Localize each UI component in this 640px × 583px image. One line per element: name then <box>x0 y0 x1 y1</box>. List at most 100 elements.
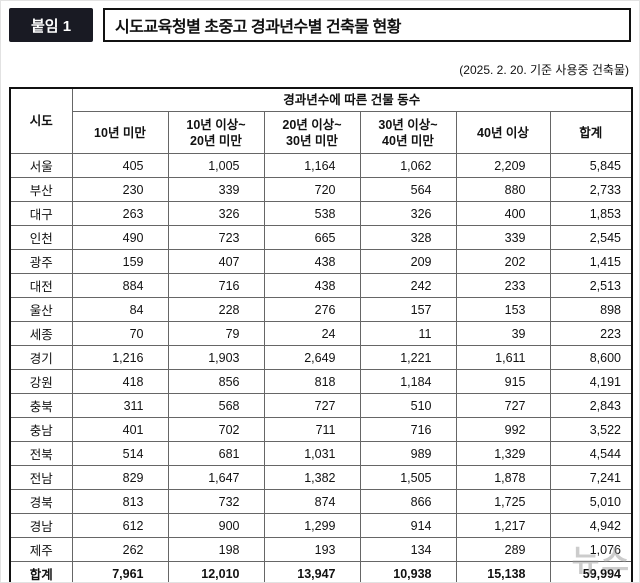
value-cell: 311 <box>71 393 169 419</box>
value-cell: 223 <box>549 321 633 347</box>
value-cell: 989 <box>359 441 457 467</box>
value-cell: 723 <box>167 225 265 251</box>
value-cell: 866 <box>359 489 457 515</box>
value-cell: 159 <box>71 249 169 275</box>
table-row: 경북 813 732 874 866 1,725 5,010 <box>9 489 633 515</box>
table-row: 부산 230 339 720 564 880 2,733 <box>9 177 633 203</box>
region-cell: 대전 <box>9 273 73 299</box>
value-cell: 1,005 <box>167 153 265 179</box>
value-cell: 2,209 <box>455 153 551 179</box>
table-body: 서울 405 1,005 1,164 1,062 2,209 5,845 부산 230 339 72… <box>9 153 633 582</box>
buildings-table: 시도 경과년수에 따른 건물 동수 10년 미만 10년 이상~ 20년 미만 … <box>9 87 633 582</box>
value-cell: 134 <box>359 537 457 563</box>
value-cell: 10,938 <box>359 561 457 582</box>
total-row: 합계 7,961 12,010 13,947 10,938 15,138 59,994 <box>9 561 633 582</box>
value-cell: 3,522 <box>549 417 633 443</box>
value-cell: 1,031 <box>263 441 361 467</box>
value-cell: 418 <box>71 369 169 395</box>
value-cell: 12,010 <box>167 561 265 582</box>
value-cell: 84 <box>71 297 169 323</box>
value-cell: 228 <box>167 297 265 323</box>
value-cell: 813 <box>71 489 169 515</box>
table-row: 강원 418 856 818 1,184 915 4,191 <box>9 369 633 395</box>
value-cell: 874 <box>263 489 361 515</box>
value-cell: 5,010 <box>549 489 633 515</box>
region-cell: 세종 <box>9 321 73 347</box>
value-cell: 1,903 <box>167 345 265 371</box>
table-row: 울산 84 228 276 157 153 898 <box>9 297 633 323</box>
value-cell: 39 <box>455 321 551 347</box>
value-cell: 716 <box>167 273 265 299</box>
region-cell: 전북 <box>9 441 73 467</box>
value-cell: 732 <box>167 489 265 515</box>
column-header: 40년 이상 <box>455 111 551 155</box>
value-cell: 1,878 <box>455 465 551 491</box>
table-row: 경기 1,216 1,903 2,649 1,221 1,611 8,600 <box>9 345 633 371</box>
value-cell: 407 <box>167 249 265 275</box>
region-cell: 충북 <box>9 393 73 419</box>
value-cell: 328 <box>359 225 457 251</box>
value-cell: 1,505 <box>359 465 457 491</box>
value-cell: 1,853 <box>549 201 633 227</box>
value-cell: 15,138 <box>455 561 551 582</box>
region-cell: 대구 <box>9 201 73 227</box>
value-cell: 612 <box>71 513 169 539</box>
value-cell: 727 <box>263 393 361 419</box>
value-cell: 720 <box>263 177 361 203</box>
value-cell: 1,725 <box>455 489 551 515</box>
value-cell: 4,942 <box>549 513 633 539</box>
value-cell: 716 <box>359 417 457 443</box>
value-cell: 884 <box>71 273 169 299</box>
value-cell: 438 <box>263 249 361 275</box>
value-cell: 702 <box>167 417 265 443</box>
value-cell: 538 <box>263 201 361 227</box>
value-cell: 339 <box>455 225 551 251</box>
value-cell: 898 <box>549 297 633 323</box>
attachment-badge: 붙임 1 <box>9 8 93 42</box>
value-cell: 2,733 <box>549 177 633 203</box>
column-header: 10년 미만 <box>71 111 169 155</box>
table-row: 대구 263 326 538 326 400 1,853 <box>9 201 633 227</box>
value-cell: 829 <box>71 465 169 491</box>
value-cell: 1,647 <box>167 465 265 491</box>
value-cell: 900 <box>167 513 265 539</box>
value-cell: 490 <box>71 225 169 251</box>
column-header: 20년 이상~ 30년 미만 <box>263 111 361 155</box>
table-row: 전남 829 1,647 1,382 1,505 1,878 7,241 <box>9 465 633 491</box>
table-row: 서울 405 1,005 1,164 1,062 2,209 5,845 <box>9 153 633 179</box>
value-cell: 198 <box>167 537 265 563</box>
value-cell: 79 <box>167 321 265 347</box>
value-cell: 233 <box>455 273 551 299</box>
value-cell: 564 <box>359 177 457 203</box>
value-cell: 202 <box>455 249 551 275</box>
table-row: 대전 884 716 438 242 233 2,513 <box>9 273 633 299</box>
group-header: 경과년수에 따른 건물 동수 <box>71 87 633 113</box>
value-cell: 992 <box>455 417 551 443</box>
value-cell: 276 <box>263 297 361 323</box>
value-cell: 405 <box>71 153 169 179</box>
value-cell: 514 <box>71 441 169 467</box>
value-cell: 24 <box>263 321 361 347</box>
value-cell: 2,513 <box>549 273 633 299</box>
value-cell: 7,961 <box>71 561 169 582</box>
corner-header: 시도 <box>9 87 73 155</box>
value-cell: 13,947 <box>263 561 361 582</box>
region-cell: 경기 <box>9 345 73 371</box>
value-cell: 1,329 <box>455 441 551 467</box>
region-cell: 제주 <box>9 537 73 563</box>
value-cell: 1,382 <box>263 465 361 491</box>
page-title: 시도교육청별 초중고 경과년수별 건축물 현황 <box>103 8 631 42</box>
value-cell: 11 <box>359 321 457 347</box>
value-cell: 339 <box>167 177 265 203</box>
table-row: 충남 401 702 711 716 992 3,522 <box>9 417 633 443</box>
region-cell: 부산 <box>9 177 73 203</box>
value-cell: 193 <box>263 537 361 563</box>
value-cell: 326 <box>167 201 265 227</box>
value-cell: 1,611 <box>455 345 551 371</box>
value-cell: 1,221 <box>359 345 457 371</box>
value-cell: 510 <box>359 393 457 419</box>
value-cell: 1,164 <box>263 153 361 179</box>
value-cell: 914 <box>359 513 457 539</box>
value-cell: 2,843 <box>549 393 633 419</box>
